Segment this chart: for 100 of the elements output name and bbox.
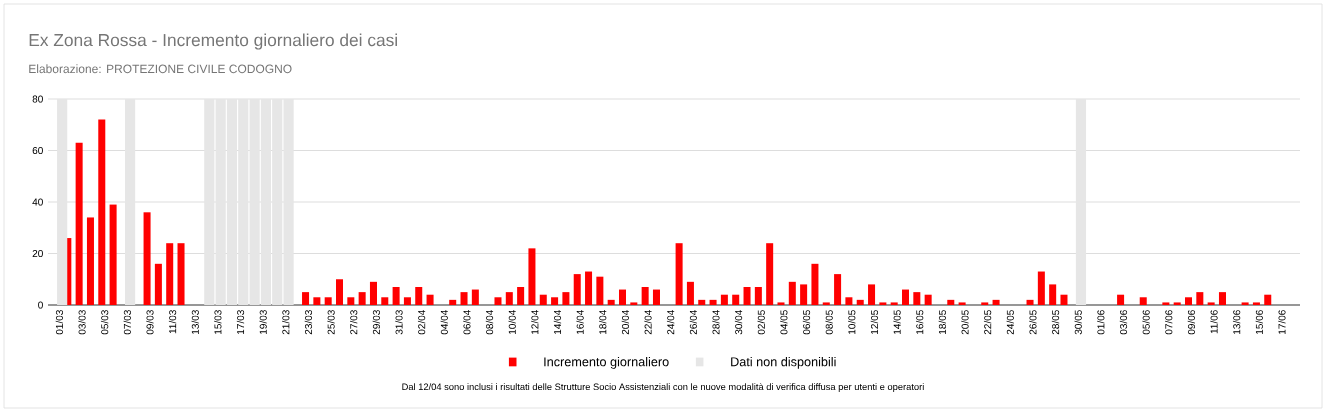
bar: [166, 243, 174, 305]
bar: [1207, 302, 1215, 305]
x-tick-label: 17/03: [236, 310, 245, 334]
legend-label: Incremento giornaliero: [544, 356, 669, 369]
bar: [1060, 294, 1068, 305]
x-tick-label: 01/06: [1097, 310, 1105, 335]
bar: [1117, 294, 1125, 305]
bar: [98, 119, 106, 305]
bar: [890, 302, 898, 305]
bar: [913, 292, 921, 305]
bar: [947, 299, 955, 305]
bar: [879, 302, 887, 305]
x-tick-label: 22/04: [644, 310, 652, 335]
x-tick-label: 26/04: [689, 310, 697, 335]
x-tick-label: 31/03: [395, 310, 403, 335]
x-tick-label: 09/03: [146, 310, 154, 335]
bar: [698, 299, 706, 305]
bar: [1264, 294, 1272, 305]
bar: [845, 297, 853, 305]
x-tick-label: 15/03: [214, 310, 222, 334]
x-tick-label: 18/04: [599, 310, 607, 334]
bar: [856, 299, 864, 305]
bar: [177, 243, 185, 305]
bar: [1162, 302, 1170, 305]
bar: [675, 243, 683, 305]
x-tick-label: 30/05: [1074, 310, 1082, 335]
bar: [652, 289, 660, 305]
bar: [1218, 292, 1226, 305]
x-tick-label: 03/03: [78, 310, 86, 335]
bar: [1241, 302, 1249, 305]
chart-title: Ex Zona Rossa - Incremento giornaliero dei casi: [29, 33, 397, 50]
bar: [302, 292, 310, 305]
bar: [709, 299, 717, 305]
bar: [539, 294, 547, 305]
bar: [1173, 302, 1181, 305]
bar: [505, 292, 513, 305]
bar: [86, 217, 94, 305]
x-tick-label: 19/03: [259, 310, 267, 334]
x-tick-label: 10/04: [508, 310, 516, 334]
bar: [811, 263, 819, 305]
x-tick-label: 16/04: [576, 310, 584, 334]
x-tick-label: 16/05: [916, 310, 924, 334]
bar: [562, 292, 570, 305]
x-tick-label: 24/05: [1006, 310, 1014, 335]
x-tick-label: 10/05: [848, 310, 856, 334]
bar: [618, 289, 627, 305]
bar: [1185, 297, 1193, 305]
x-tick-label: 12/04: [531, 310, 539, 334]
bar: [1139, 297, 1147, 305]
bar: [981, 302, 989, 305]
x-tick-label: 20/04: [621, 310, 630, 335]
bar: [607, 299, 615, 305]
bar: [381, 297, 389, 305]
x-tick-label: 02/05: [757, 310, 765, 335]
y-tick-label: 80: [32, 95, 43, 103]
bar: [641, 286, 649, 305]
x-tick-label: 05/03: [100, 310, 109, 335]
text: Dal 12/04 sono inclusi i risultati delle Strutture Socio Assistenziali con le nuove modalità di verifica diffusa per utenti e operatori: [402, 383, 924, 392]
bar: [834, 274, 842, 305]
bar: [800, 284, 808, 305]
x-tick-label: 14/05: [893, 310, 901, 334]
x-tick-label: 12/05: [870, 310, 879, 334]
x-tick-label: 22/05: [983, 310, 992, 335]
x-tick-label: 17/06: [1278, 310, 1286, 334]
bar: [788, 281, 796, 305]
bar: [1026, 299, 1034, 305]
bar: [313, 297, 321, 305]
x-tick-label: 04/04: [440, 310, 448, 335]
x-tick-label: 05/06: [1142, 310, 1150, 335]
bar: [358, 292, 366, 305]
bar: [720, 294, 728, 305]
bar: [460, 292, 468, 305]
bar: [551, 297, 559, 305]
bar: [426, 294, 434, 305]
x-tick-label: 06/04: [463, 310, 471, 335]
x-tick-label: 01/03: [55, 310, 64, 335]
bar: [902, 289, 910, 305]
x-tick-label: 20/05: [961, 310, 969, 335]
bar: [754, 286, 762, 305]
x-tick-label: 13/06: [1232, 310, 1241, 334]
y-tick-label: 20: [32, 249, 43, 258]
x-tick-label: 21/03: [282, 310, 290, 335]
x-tick-label: 28/04: [712, 310, 720, 335]
bar: [596, 276, 604, 305]
bar: [585, 271, 593, 305]
x-tick-label: 29/03: [372, 310, 380, 335]
bar: [471, 289, 479, 305]
x-tick-label: 04/05: [780, 310, 788, 335]
bar: [403, 297, 411, 305]
bar: [335, 279, 344, 305]
bar: [777, 302, 785, 305]
bar: [449, 299, 457, 305]
bar: [868, 284, 876, 305]
bar: [630, 302, 638, 305]
bar: [924, 294, 932, 305]
chart-subtitle: Elaborazione: PROTEZIONE CIVILE CODOGNO: [29, 64, 292, 74]
bar: [369, 281, 377, 305]
y-tick-label: 0: [38, 301, 43, 309]
bar: [822, 302, 830, 305]
x-tick-label: 03/06: [1119, 310, 1128, 335]
